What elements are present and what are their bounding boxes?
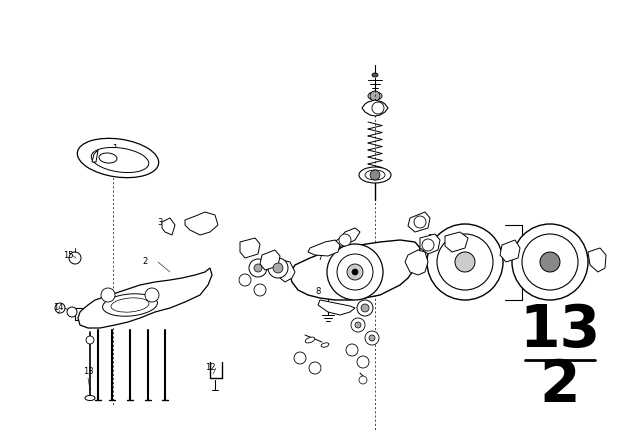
Polygon shape [240,238,260,258]
Text: 5: 5 [266,263,271,272]
Circle shape [346,344,358,356]
Ellipse shape [99,153,117,163]
Circle shape [427,224,503,300]
Text: 9: 9 [355,258,360,267]
Ellipse shape [92,147,148,172]
Circle shape [369,335,375,341]
Circle shape [347,264,363,280]
Circle shape [422,239,434,251]
Polygon shape [78,268,212,328]
Circle shape [365,331,379,345]
Text: 3: 3 [157,217,163,227]
Text: 1: 1 [113,143,118,152]
Polygon shape [278,260,295,282]
Circle shape [370,170,380,180]
Circle shape [101,288,115,302]
Ellipse shape [85,396,95,401]
Circle shape [327,244,383,300]
Circle shape [191,218,201,228]
Ellipse shape [365,170,385,180]
Circle shape [359,376,367,384]
Polygon shape [92,150,98,162]
Ellipse shape [321,343,329,347]
Circle shape [437,234,493,290]
Circle shape [361,304,369,312]
Circle shape [244,242,256,254]
Circle shape [339,234,351,246]
Ellipse shape [372,73,378,77]
Circle shape [357,356,369,368]
Polygon shape [420,234,440,254]
Circle shape [268,258,288,278]
Polygon shape [445,232,468,252]
Ellipse shape [368,92,382,100]
Polygon shape [318,300,355,315]
Polygon shape [408,212,430,232]
Ellipse shape [364,102,386,114]
Polygon shape [260,250,280,270]
Text: 7: 7 [317,254,323,263]
Ellipse shape [77,138,159,178]
Text: 4: 4 [189,217,195,227]
Circle shape [67,307,77,317]
Text: 2: 2 [540,357,580,414]
Polygon shape [405,250,428,275]
Circle shape [372,102,384,114]
Text: 11: 11 [450,233,460,242]
Text: 10: 10 [427,233,437,242]
Circle shape [352,269,358,275]
Polygon shape [185,212,218,235]
Text: 12: 12 [205,363,215,372]
Polygon shape [588,248,606,272]
Ellipse shape [305,337,315,343]
Circle shape [522,234,578,290]
Circle shape [254,264,262,272]
Circle shape [512,224,588,300]
Polygon shape [362,100,388,116]
Polygon shape [328,228,360,248]
Polygon shape [500,240,520,262]
Circle shape [239,274,251,286]
Circle shape [309,362,321,374]
Circle shape [55,303,65,313]
Circle shape [337,254,373,290]
Circle shape [249,259,267,277]
Circle shape [357,300,373,316]
Circle shape [254,284,266,296]
Circle shape [294,352,306,364]
Circle shape [69,252,81,264]
Polygon shape [290,240,420,300]
Polygon shape [308,240,340,256]
Ellipse shape [102,294,157,316]
Text: 8: 8 [316,288,321,297]
Ellipse shape [359,167,391,183]
Circle shape [355,322,361,328]
Text: 15: 15 [63,250,73,259]
Text: 13: 13 [520,302,600,358]
Ellipse shape [111,298,149,312]
Circle shape [414,216,426,228]
Circle shape [86,336,94,344]
Circle shape [145,288,159,302]
Circle shape [455,252,475,272]
Circle shape [540,252,560,272]
Circle shape [351,318,365,332]
Text: 2: 2 [142,258,148,267]
Circle shape [273,263,283,273]
Polygon shape [162,218,175,235]
Text: 14: 14 [52,303,63,313]
Circle shape [370,91,380,101]
Text: 6: 6 [285,263,291,272]
Text: 13: 13 [83,367,93,376]
